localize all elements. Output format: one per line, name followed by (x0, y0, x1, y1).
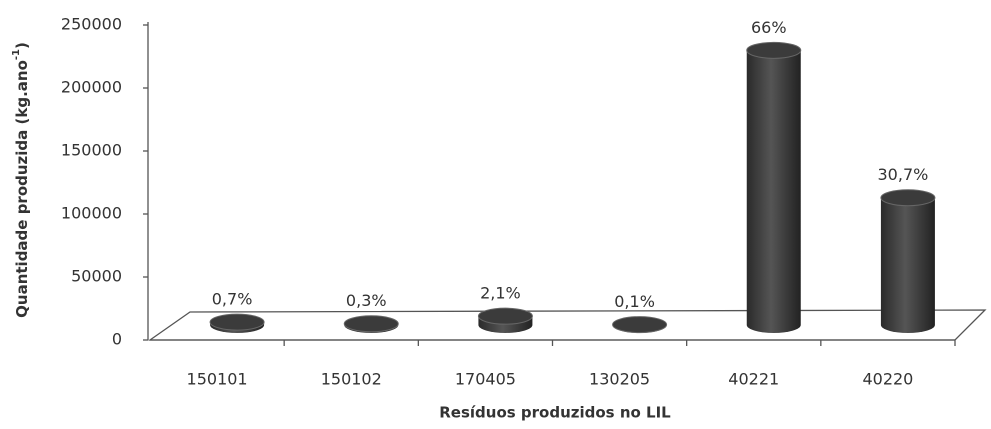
x-axis-title: Resíduos produzidos no LIL (439, 404, 671, 422)
data-label: 0,7% (212, 290, 253, 309)
bar-top (612, 316, 668, 334)
bar-top (343, 315, 399, 333)
bar (343, 315, 399, 333)
bar-top (746, 41, 802, 59)
data-label: 30,7% (878, 165, 929, 184)
data-label: 0,3% (346, 291, 387, 310)
x-tick-label: 130205 (589, 370, 650, 389)
data-label: 2,1% (480, 284, 521, 303)
x-tick-label: 150101 (187, 370, 248, 389)
x-tick-label: 150102 (321, 370, 382, 389)
bar (612, 316, 668, 334)
y-tick-label: 0 (112, 330, 122, 349)
data-label: 66% (751, 18, 787, 37)
bar (746, 41, 802, 333)
bar-body (746, 50, 801, 333)
bar-top (209, 313, 265, 331)
y-tick-label: 50000 (71, 267, 122, 286)
bar (880, 189, 936, 333)
y-tick-label: 200000 (61, 78, 122, 97)
bar-body (880, 197, 935, 333)
bar-top (477, 307, 533, 325)
bar (477, 307, 533, 334)
floor (147, 309, 987, 341)
y-label-text: Quantidade produzida (kg.ano (13, 60, 31, 318)
data-label: 0,1% (614, 292, 655, 311)
y-tick-label: 250000 (61, 15, 122, 34)
y-tick-label: 150000 (61, 141, 122, 160)
y-label-suffix: ) (13, 42, 31, 49)
x-tick-label: 40220 (862, 370, 913, 389)
bar (209, 313, 265, 333)
y-label-sup: -1 (11, 49, 22, 60)
y-tick-label: 100000 (61, 204, 122, 223)
bar-top (880, 189, 936, 207)
y-axis-title: Quantidade produzida (kg.ano-1) (11, 42, 31, 318)
x-tick-label: 40221 (728, 370, 779, 389)
x-tick-label: 170405 (455, 370, 516, 389)
